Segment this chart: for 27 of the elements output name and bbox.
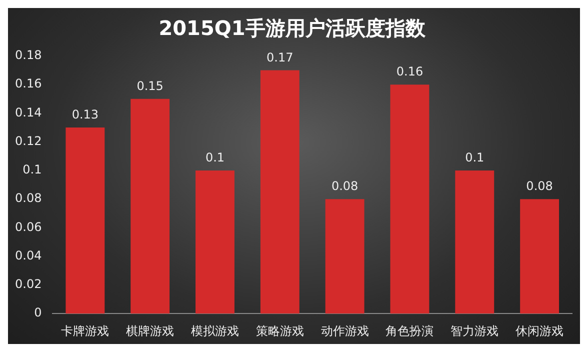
y-tick-label: 0.14 [15, 105, 42, 120]
data-label: 0.17 [266, 50, 294, 64]
data-label: 0.1 [205, 150, 225, 165]
y-tick-label: 0.12 [15, 134, 42, 148]
x-tick-label: 卡牌游戏 [61, 324, 110, 338]
y-tick-label: 0.02 [15, 277, 42, 292]
x-tick-label: 休闲游戏 [516, 324, 564, 338]
y-tick-label: 0.1 [22, 162, 42, 177]
data-label: 0.08 [526, 179, 553, 194]
x-tick-label: 角色扮演 [386, 324, 434, 338]
data-label: 0.13 [72, 108, 99, 122]
y-tick-label: 0.08 [15, 191, 42, 206]
data-label: 0.16 [396, 64, 424, 79]
x-tick-label: 动作游戏 [320, 324, 369, 338]
y-tick-label: 0.16 [15, 76, 42, 91]
y-tick-label: 0 [34, 306, 42, 320]
chart-title: 2015Q1手游用户活跃度指数 [158, 16, 426, 40]
y-tick-label: 0.04 [15, 248, 42, 262]
x-tick-label: 棋牌游戏 [126, 324, 174, 338]
data-label: 0.08 [331, 179, 358, 194]
x-tick-label: 模拟游戏 [190, 324, 239, 338]
data-label: 0.15 [136, 79, 164, 94]
x-tick-label: 策略游戏 [256, 324, 304, 338]
y-tick-label: 0.06 [15, 220, 42, 234]
data-label: 0.1 [465, 150, 484, 165]
y-tick-label: 0.18 [15, 48, 42, 62]
x-tick-label: 智力游戏 [450, 324, 499, 338]
